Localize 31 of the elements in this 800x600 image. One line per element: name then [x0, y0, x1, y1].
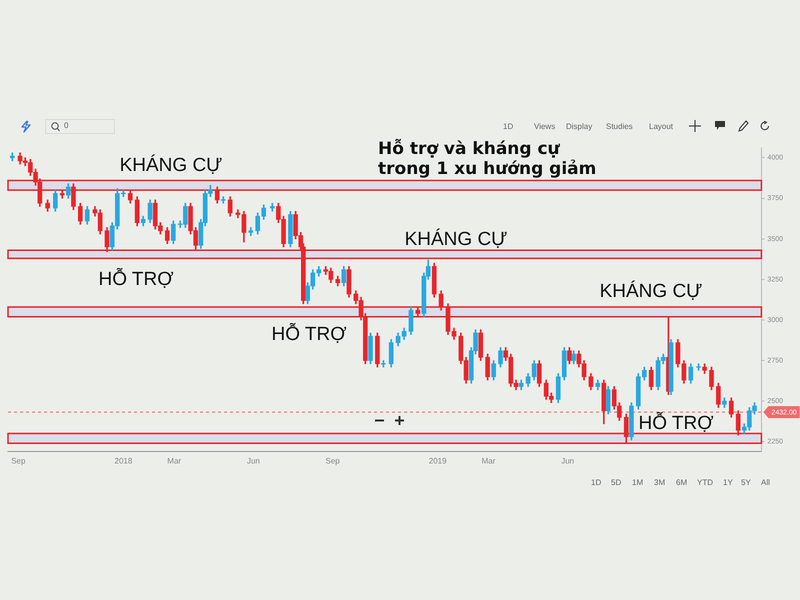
text: 1M — [632, 478, 644, 487]
text: YTD — [697, 478, 713, 487]
text: 6M — [676, 478, 688, 487]
text: 3M — [654, 478, 666, 487]
x-tick-label: 2018 — [114, 456, 133, 466]
text: 5D — [611, 478, 622, 487]
annotation: HỖ TRỢ — [271, 324, 347, 346]
text: 1D — [591, 478, 602, 487]
x-tick-label: Mar — [167, 456, 182, 466]
x-tick-label: Jun — [246, 456, 260, 466]
text: 1Y — [723, 478, 733, 487]
x-tick-label: Jun — [561, 456, 574, 466]
x-tick-label: Sep — [326, 456, 340, 466]
text: Display — [566, 122, 592, 131]
text: Studies — [606, 122, 633, 131]
text: Views — [534, 122, 556, 131]
x-tick-label: Sep — [11, 456, 26, 466]
text: 1D — [503, 122, 514, 131]
annotation: KHÁNG CỰ — [404, 229, 508, 251]
text: Layout — [649, 122, 674, 131]
annotation: KHÁNG CỰ — [120, 155, 222, 177]
candlestick — [381, 360, 386, 368]
annotation: HỖ TRỢ — [638, 413, 714, 435]
annotation: KHÁNG CỰ — [600, 281, 702, 303]
chart-title: Hỗ trợ và kháng cự trong 1 xu hướng giảm — [378, 139, 598, 179]
text: All — [761, 478, 770, 487]
x-tick-label: 2019 — [428, 456, 448, 466]
annotation: HỖ TRỢ — [98, 269, 174, 291]
text: 0 — [64, 121, 68, 130]
text: 5Y — [741, 478, 751, 487]
x-tick-label: Mar — [482, 456, 496, 466]
